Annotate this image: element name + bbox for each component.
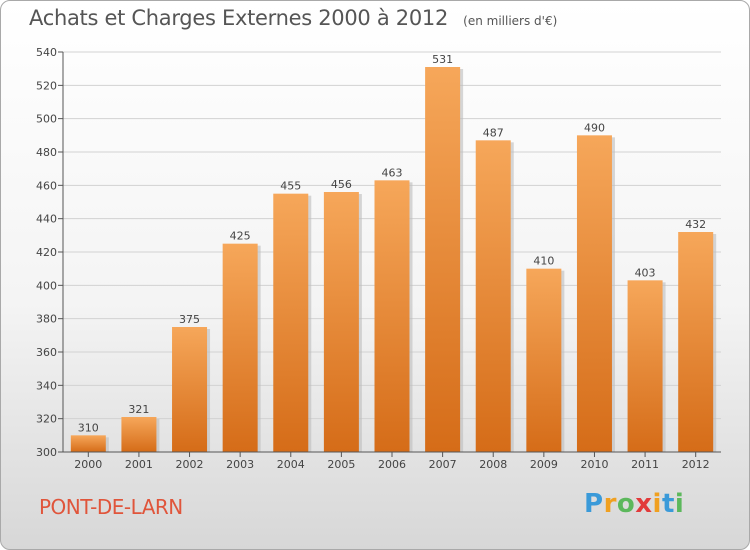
- y-tick-label: 360: [36, 346, 57, 359]
- y-tick-label: 340: [36, 379, 57, 392]
- logo-letter: P: [584, 489, 604, 519]
- logo-letter: i: [674, 489, 685, 519]
- x-tick-label: 2002: [176, 458, 204, 471]
- bar: [475, 140, 511, 453]
- value-label: 531: [432, 53, 453, 66]
- y-tick-label: 540: [36, 46, 57, 59]
- value-label: 403: [635, 266, 656, 279]
- bar: [576, 135, 612, 453]
- chart-title-block: Achats et Charges Externes 2000 à 2012 (…: [29, 6, 557, 30]
- value-label: 410: [533, 255, 554, 268]
- logo-letter: r: [603, 489, 617, 519]
- bar: [526, 268, 562, 452]
- y-tick-label: 400: [36, 279, 57, 292]
- bar: [627, 280, 663, 452]
- logo-letter: t: [661, 489, 675, 519]
- x-tick-label: 2000: [74, 458, 102, 471]
- y-tick-label: 480: [36, 146, 57, 159]
- bar: [172, 327, 208, 452]
- bar: [323, 192, 359, 452]
- bar: [222, 243, 258, 452]
- x-tick-label: 2012: [682, 458, 710, 471]
- value-label: 321: [128, 403, 149, 416]
- y-tick-label: 320: [36, 413, 57, 426]
- chart-subtitle: (en milliers d'€): [463, 14, 558, 28]
- x-tick-label: 2003: [226, 458, 254, 471]
- bars: [70, 67, 717, 453]
- x-tick-label: 2006: [378, 458, 406, 471]
- value-label: 463: [382, 166, 403, 179]
- x-tick-label: 2008: [479, 458, 507, 471]
- y-axis: 300 320 340 360 380 400 420 440 460 480 500 520 540: [36, 46, 64, 459]
- y-tick-label: 380: [36, 313, 57, 326]
- logo-letter: o: [616, 489, 636, 519]
- logo-letter: i: [652, 489, 662, 519]
- y-tick-label: 460: [36, 179, 57, 192]
- x-axis: 2000 2001 2002 2003 2004 2005 2006 2007 2008 2009…: [63, 451, 721, 471]
- value-label: 487: [483, 126, 504, 139]
- x-tick-label: 2009: [530, 458, 558, 471]
- commune-name: PONT-DE-LARN: [39, 495, 183, 519]
- value-label: 455: [280, 180, 301, 193]
- proxiti-logo: Proxiti: [584, 489, 684, 519]
- x-tick-label: 2011: [631, 458, 659, 471]
- y-tick-label: 520: [36, 79, 57, 92]
- x-tick-label: 2010: [580, 458, 608, 471]
- value-label: 375: [179, 313, 200, 326]
- bar: [678, 232, 714, 452]
- bar: [273, 193, 309, 452]
- x-tick-label: 2001: [125, 458, 153, 471]
- x-tick-label: 2007: [429, 458, 457, 471]
- bar: [374, 180, 410, 453]
- value-label: 432: [685, 218, 706, 231]
- x-tick-label: 2004: [277, 458, 305, 471]
- chart-title: Achats et Charges Externes 2000 à 2012: [29, 6, 449, 30]
- value-labels: 310 321 375 425 455 456 463 531 487 410 490 403 432: [78, 53, 706, 434]
- value-label: 310: [78, 421, 99, 434]
- value-label: 490: [584, 121, 605, 134]
- value-label: 425: [230, 230, 251, 243]
- bar: [121, 417, 157, 452]
- x-tick-label: 2005: [327, 458, 355, 471]
- y-tick-label: 300: [36, 446, 57, 459]
- bar: [425, 67, 461, 452]
- y-tick-label: 440: [36, 213, 57, 226]
- y-tick-label: 500: [36, 113, 57, 126]
- y-tick-label: 420: [36, 246, 57, 259]
- logo-letter: x: [635, 489, 653, 519]
- bar: [70, 435, 106, 452]
- value-label: 456: [331, 178, 352, 191]
